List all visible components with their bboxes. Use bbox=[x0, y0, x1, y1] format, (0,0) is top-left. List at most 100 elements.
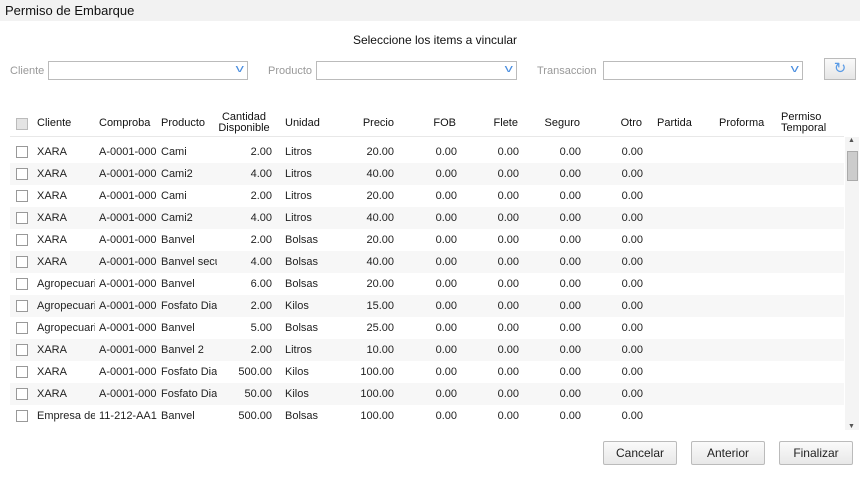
row-checkbox[interactable] bbox=[16, 410, 28, 422]
cell-otro: 0.00 bbox=[621, 322, 643, 334]
col-comproba[interactable]: Comproba bbox=[99, 116, 151, 129]
table-row[interactable]: Agropecuari A-0001-000 Fosfato Diar 2.00 Kil… bbox=[10, 295, 844, 317]
cell-cantidad: 2.00 bbox=[250, 300, 272, 312]
table-row[interactable]: XARA A-0001-000 Fosfato Diar 500.00 Kilos 100… bbox=[10, 361, 844, 383]
cell-otro: 0.00 bbox=[621, 388, 643, 400]
table-row[interactable]: XARA A-0001-000 Cami 2.00 Litros 20.00 0.00 0.0… bbox=[10, 185, 844, 207]
col-unidad[interactable]: Unidad bbox=[285, 116, 320, 129]
row-checkbox[interactable] bbox=[16, 322, 28, 334]
table-row[interactable]: Empresa de 11-212-AA1 Banvel 500.00 Bolsas 10… bbox=[10, 405, 844, 427]
producto-label: Producto bbox=[268, 65, 313, 77]
cell-flete: 0.00 bbox=[497, 278, 519, 290]
cell-cliente: XARA bbox=[37, 234, 67, 246]
col-fob[interactable]: FOB bbox=[433, 116, 456, 129]
col-permiso-line1: Permiso bbox=[781, 111, 822, 123]
cell-producto: Banvel bbox=[161, 322, 195, 334]
col-cantidad[interactable]: Cantidad Disponible bbox=[216, 110, 272, 136]
col-producto[interactable]: Producto bbox=[161, 116, 206, 129]
select-all-checkbox[interactable] bbox=[16, 118, 28, 130]
cell-cliente: XARA bbox=[37, 190, 67, 202]
scroll-down-icon[interactable]: ▼ bbox=[848, 423, 855, 430]
table-row[interactable]: XARA A-0001-000 Banvel 2.00 Bolsas 20.00 0.00 0… bbox=[10, 229, 844, 251]
cell-otro: 0.00 bbox=[621, 256, 643, 268]
scroll-up-icon[interactable]: ▲ bbox=[848, 137, 855, 144]
row-checkbox[interactable] bbox=[16, 256, 28, 268]
cell-producto: Fosfato Diar bbox=[161, 366, 217, 378]
cell-comproba: A-0001-000 bbox=[99, 344, 157, 356]
row-checkbox[interactable] bbox=[16, 388, 28, 400]
scroll-thumb[interactable] bbox=[847, 151, 858, 181]
row-checkbox[interactable] bbox=[16, 234, 28, 246]
transaccion-select[interactable]: v bbox=[603, 61, 803, 80]
refresh-button[interactable]: ↻ bbox=[824, 58, 856, 80]
col-otro[interactable]: Otro bbox=[620, 116, 642, 129]
cell-comproba: A-0001-000 bbox=[99, 388, 157, 400]
cell-comproba: 11-212-AA1 bbox=[99, 410, 157, 422]
table-row[interactable]: XARA A-0001-000 Cami2 4.00 Litros 40.00 0.00 0.… bbox=[10, 207, 844, 229]
cell-seguro: 0.00 bbox=[559, 234, 581, 246]
cell-cantidad: 4.00 bbox=[250, 212, 272, 224]
col-cliente[interactable]: Cliente bbox=[37, 116, 72, 129]
producto-select[interactable]: v bbox=[316, 61, 517, 80]
cell-seguro: 0.00 bbox=[559, 344, 581, 356]
col-proforma[interactable]: Proforma bbox=[719, 116, 765, 129]
cell-cliente: XARA bbox=[37, 256, 67, 268]
cell-unidad: Litros bbox=[285, 212, 312, 224]
cell-fob: 0.00 bbox=[435, 212, 457, 224]
cell-unidad: Kilos bbox=[285, 388, 309, 400]
cell-producto: Banvel 2 bbox=[161, 344, 204, 356]
back-button[interactable]: Anterior bbox=[691, 441, 765, 465]
table-row[interactable]: XARA A-0001-000 Fosfato Diar 50.00 Kilos 100.… bbox=[10, 383, 844, 405]
row-checkbox[interactable] bbox=[16, 344, 28, 356]
cell-seguro: 0.00 bbox=[559, 190, 581, 202]
cell-cantidad: 2.00 bbox=[250, 146, 272, 158]
cell-cliente: XARA bbox=[37, 146, 67, 158]
col-cantidad-line1: Cantidad bbox=[221, 111, 267, 123]
col-flete[interactable]: Flete bbox=[493, 116, 518, 129]
table-row[interactable]: XARA A-0001-000 Cami 2.00 Litros 20.00 0.00 0.0… bbox=[10, 141, 844, 163]
cell-cliente: XARA bbox=[37, 212, 67, 224]
cell-fob: 0.00 bbox=[435, 366, 457, 378]
col-precio[interactable]: Precio bbox=[362, 116, 394, 129]
cell-otro: 0.00 bbox=[621, 410, 643, 422]
cell-fob: 0.00 bbox=[435, 168, 457, 180]
col-permiso-temporal[interactable]: Permiso Temporal bbox=[781, 110, 826, 136]
row-checkbox[interactable] bbox=[16, 366, 28, 378]
col-seguro[interactable]: Seguro bbox=[544, 116, 580, 129]
cell-flete: 0.00 bbox=[497, 256, 519, 268]
row-checkbox[interactable] bbox=[16, 278, 28, 290]
cell-cantidad: 4.00 bbox=[250, 168, 272, 180]
row-checkbox[interactable] bbox=[16, 300, 28, 312]
cell-cantidad: 500.00 bbox=[238, 410, 272, 422]
cell-unidad: Kilos bbox=[285, 300, 309, 312]
cell-comproba: A-0001-000 bbox=[99, 146, 157, 158]
cell-flete: 0.00 bbox=[497, 322, 519, 334]
cancel-button[interactable]: Cancelar bbox=[603, 441, 677, 465]
vertical-scrollbar[interactable]: ▲ ▼ bbox=[845, 137, 859, 430]
cell-producto: Banvel secu bbox=[161, 256, 217, 268]
table-row[interactable]: XARA A-0001-000 Cami2 4.00 Litros 40.00 0.00 0.… bbox=[10, 163, 844, 185]
row-checkbox[interactable] bbox=[16, 168, 28, 180]
cell-unidad: Kilos bbox=[285, 366, 309, 378]
row-checkbox[interactable] bbox=[16, 190, 28, 202]
cell-cantidad: 2.00 bbox=[250, 344, 272, 356]
cell-precio: 20.00 bbox=[366, 146, 394, 158]
table-row[interactable]: XARA A-0001-000 Banvel 2 2.00 Litros 10.00 0.0… bbox=[10, 339, 844, 361]
table-row[interactable]: Agropecuari A-0001-000 Banvel 6.00 Bolsas 20.… bbox=[10, 273, 844, 295]
col-partida[interactable]: Partida bbox=[657, 116, 692, 129]
cliente-label: Cliente bbox=[10, 65, 45, 77]
row-checkbox[interactable] bbox=[16, 212, 28, 224]
cell-producto: Banvel bbox=[161, 278, 195, 290]
cliente-select[interactable]: v bbox=[48, 61, 248, 80]
finish-button[interactable]: Finalizar bbox=[779, 441, 853, 465]
table-row[interactable]: XARA A-0001-000 Banvel secu 4.00 Bolsas 40.00… bbox=[10, 251, 844, 273]
cell-seguro: 0.00 bbox=[559, 366, 581, 378]
table-row[interactable]: Agropecuari A-0001-000 Banvel 5.00 Bolsas 25.… bbox=[10, 317, 844, 339]
cell-seguro: 0.00 bbox=[559, 256, 581, 268]
cell-cliente: XARA bbox=[37, 168, 67, 180]
cell-precio: 25.00 bbox=[366, 322, 394, 334]
row-checkbox[interactable] bbox=[16, 146, 28, 158]
cell-seguro: 0.00 bbox=[559, 278, 581, 290]
cell-comproba: A-0001-000 bbox=[99, 322, 157, 334]
chevron-down-icon: v bbox=[504, 63, 513, 75]
